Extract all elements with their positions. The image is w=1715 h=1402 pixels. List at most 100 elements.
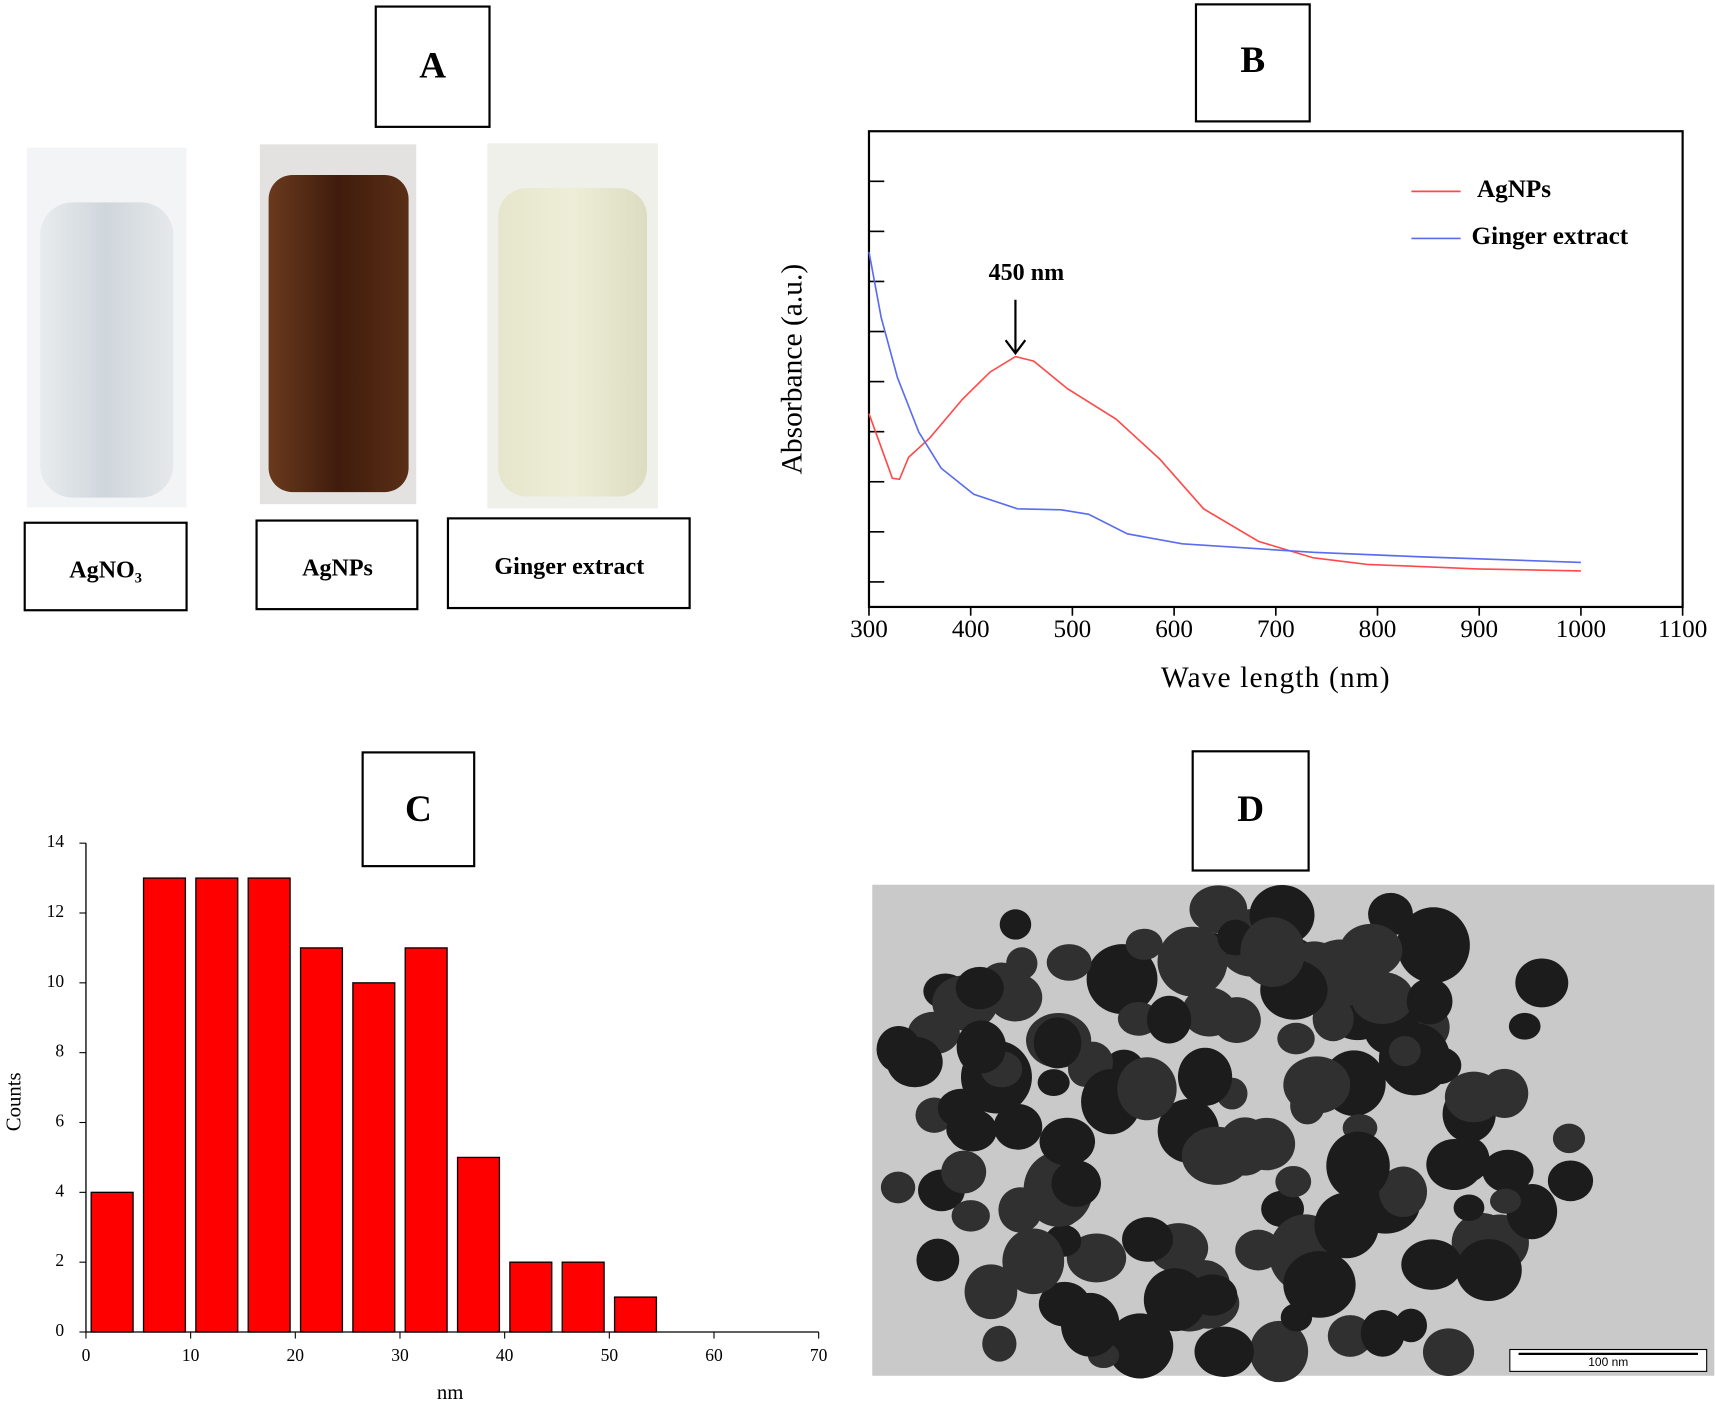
- bar: [195, 877, 239, 1333]
- particle: [1177, 1047, 1233, 1106]
- bar: [352, 982, 396, 1333]
- y-axis-label: Counts: [3, 1072, 26, 1131]
- particle: [1240, 917, 1306, 987]
- bar: [561, 1261, 605, 1333]
- x-tick-label: 70: [810, 1345, 828, 1365]
- bar: [247, 877, 291, 1333]
- particle: [1039, 1117, 1096, 1166]
- particle: [1275, 1165, 1312, 1198]
- particle: [1122, 1217, 1173, 1262]
- panel-label: C: [405, 789, 432, 830]
- particle: [1194, 1326, 1254, 1377]
- panel-box: [1191, 750, 1310, 872]
- legend-label: AgNPs: [1477, 176, 1551, 203]
- particle: [1396, 907, 1470, 984]
- bar: [456, 1156, 501, 1333]
- particle: [1445, 1136, 1490, 1183]
- particle: [1401, 1239, 1463, 1290]
- scale-bar-label: 100 nm: [1588, 1355, 1628, 1369]
- plot-frame: [867, 130, 1684, 609]
- particle: [1061, 1292, 1120, 1357]
- y-tick-label: 0: [55, 1320, 64, 1340]
- label-box: [23, 521, 188, 612]
- annotation-arrow: [1004, 299, 1027, 356]
- y-tick-label: 2: [55, 1250, 64, 1270]
- particle: [1037, 1069, 1070, 1096]
- bar: [613, 1296, 658, 1333]
- particle: [1406, 978, 1453, 1025]
- particle: [1046, 944, 1092, 981]
- particle: [937, 1088, 986, 1128]
- particle: [1327, 1315, 1373, 1357]
- bar: [509, 1261, 553, 1333]
- series-line: [868, 251, 1581, 564]
- legend-label: Ginger extract: [1472, 223, 1629, 250]
- x-tick-label: 0: [82, 1345, 91, 1365]
- particle: [999, 909, 1032, 940]
- particle: [1066, 1233, 1127, 1283]
- x-tick-label: 900: [1460, 616, 1498, 643]
- x-axis-label: Wave length (nm): [1161, 662, 1391, 694]
- bar: [142, 877, 187, 1333]
- particle: [1146, 995, 1192, 1044]
- particle: [1552, 1123, 1586, 1154]
- particle: [1482, 1149, 1534, 1193]
- particle: [946, 1114, 979, 1145]
- x-tick-label: 50: [601, 1345, 619, 1365]
- particle: [1212, 997, 1261, 1044]
- particle: [1547, 1160, 1594, 1202]
- x-tick-label: 1100: [1658, 616, 1707, 643]
- particle: [1444, 1071, 1503, 1123]
- particle: [1218, 1117, 1272, 1176]
- particle: [964, 1264, 1018, 1320]
- y-tick-label: 6: [55, 1111, 64, 1131]
- x-axis-label: nm: [437, 1381, 464, 1402]
- particle: [998, 1187, 1042, 1233]
- tube: [268, 174, 409, 493]
- x-tick-label: 500: [1054, 616, 1092, 643]
- label-box: [255, 519, 419, 611]
- x-tick-label: 1000: [1556, 616, 1606, 643]
- particle: [886, 1036, 943, 1088]
- panel-box: [361, 751, 476, 868]
- y-tick-label: 8: [55, 1041, 64, 1061]
- x-tick-label: 800: [1359, 616, 1397, 643]
- annotation: 450 nm: [989, 260, 1065, 286]
- y-tick-label: 4: [55, 1180, 64, 1200]
- particle: [1125, 928, 1163, 960]
- x-tick-label: 60: [705, 1345, 723, 1365]
- x-tick-label: 300: [850, 616, 888, 643]
- label-box: [446, 517, 691, 610]
- tube: [498, 188, 647, 497]
- y-axis-label: Absorbance (a.u.): [776, 264, 808, 475]
- tube-label: AgNO₃: [69, 557, 142, 583]
- bar: [90, 1191, 134, 1333]
- x-tick-label: 10: [182, 1345, 200, 1365]
- particle: [951, 1200, 990, 1232]
- x-tick-label: 40: [496, 1345, 514, 1365]
- particle: [941, 1150, 987, 1194]
- x-tick-label: 400: [952, 616, 990, 643]
- particle: [1422, 1328, 1475, 1376]
- panel-box: [1194, 3, 1311, 123]
- bar: [404, 947, 448, 1333]
- x-tick-label: 30: [391, 1345, 409, 1365]
- y-tick-label: 12: [47, 901, 64, 921]
- particle: [982, 1325, 1017, 1362]
- x-tick-label: 700: [1257, 616, 1295, 643]
- particle: [1143, 1268, 1207, 1332]
- particle: [1379, 1166, 1428, 1218]
- tube-label: Ginger extract: [494, 554, 644, 580]
- particle: [955, 966, 1004, 1010]
- particle: [1456, 1239, 1522, 1302]
- particle: [1360, 1309, 1405, 1357]
- particle: [1002, 1228, 1065, 1295]
- panel-box: [374, 5, 491, 128]
- particle: [1117, 1057, 1177, 1121]
- particle: [916, 1238, 960, 1282]
- particle: [1283, 1056, 1351, 1114]
- particle: [1006, 947, 1038, 980]
- particle: [1453, 1194, 1485, 1221]
- y-tick-label: 14: [47, 831, 65, 851]
